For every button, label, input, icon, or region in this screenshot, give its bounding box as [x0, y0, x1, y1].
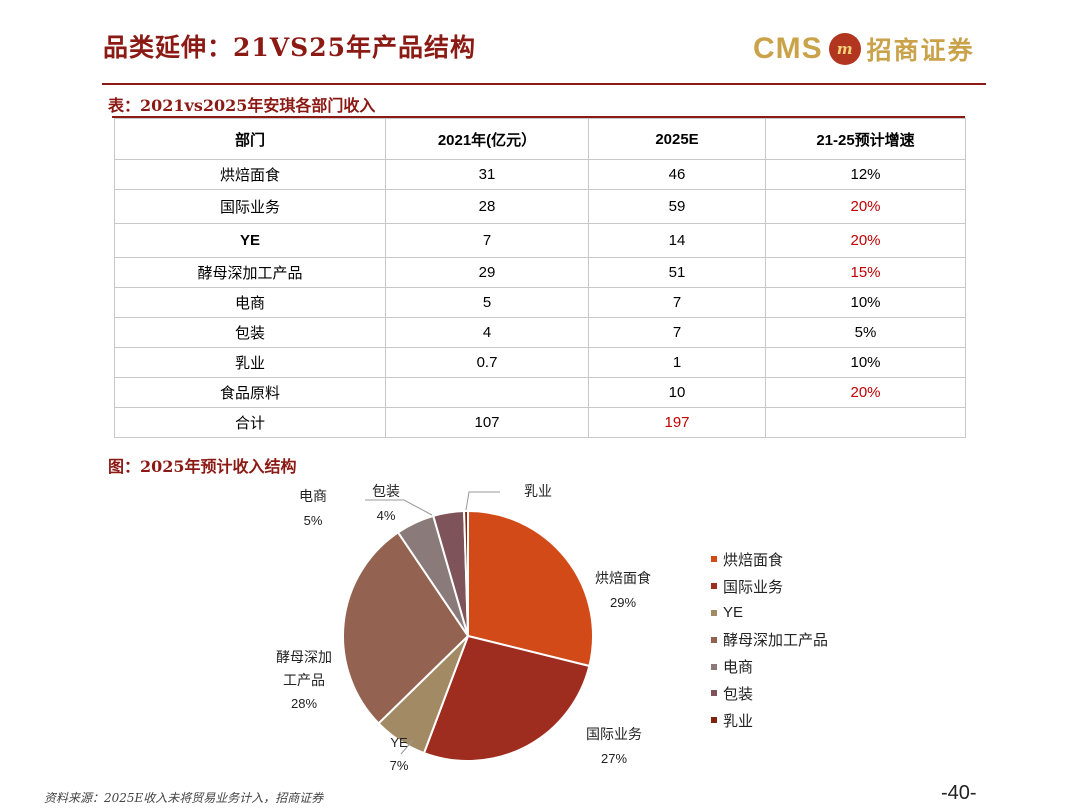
label-guoji-pct: 27% [601, 751, 627, 766]
cell-2021 [385, 377, 589, 408]
legend-swatch [711, 717, 717, 724]
legend-item: 酵母深加工产品 [711, 626, 828, 653]
label-ruye-name: 乳业 [524, 484, 552, 500]
cell-2021: 5 [385, 287, 589, 318]
pie-slice-1 [422, 634, 591, 762]
pie-slice-0 [467, 509, 594, 668]
cms-logo: CMS m 招商证券 [753, 30, 975, 68]
revenue-table: 部门 2021年(亿元） 2025E 21-25预计增速 烘焙面食 31 46 12%… [114, 118, 966, 438]
legend-item: YE [711, 600, 828, 627]
table-caption-rule [112, 116, 965, 118]
label-baozhuang-pct: 4% [377, 508, 396, 523]
cell-growth: 10% [765, 347, 966, 378]
cell-dept: 酵母深加工产品 [114, 257, 386, 288]
cell-2021: 107 [385, 407, 589, 438]
legend-label: 乳业 [723, 711, 754, 730]
label-hongbei-pct: 29% [610, 595, 636, 610]
legend-item: 烘焙面食 [711, 546, 828, 573]
legend-label: 电商 [723, 658, 754, 677]
figure-caption: 图：2025年预计收入结构 [108, 457, 297, 476]
label-dianshang-name: 电商 [299, 489, 327, 505]
page-title: 品类延伸：21VS25年产品结构 [103, 33, 477, 62]
cell-2025: 197 [588, 407, 766, 438]
label-jiaomu-line2: 工产品 [283, 673, 325, 689]
logo-cms-text: CMS [753, 32, 823, 65]
label-ye-pct: 7% [390, 758, 409, 773]
cell-growth: 10% [765, 287, 966, 318]
legend-swatch [711, 690, 717, 697]
legend-label: YE [723, 604, 744, 622]
cell-2021: 4 [385, 317, 589, 348]
cell-growth [765, 407, 966, 438]
legend-item: 国际业务 [711, 573, 828, 600]
cell-dept: 电商 [114, 287, 386, 318]
cell-2025: 7 [588, 317, 766, 348]
leader-line-baozhuang [365, 499, 433, 516]
title-rule [102, 83, 986, 85]
label-hongbei-name: 烘焙面食 [595, 570, 651, 587]
cell-dept: 食品原料 [114, 377, 386, 408]
leader-line-ruye [465, 491, 500, 511]
cell-growth: 20% [765, 223, 966, 258]
label-ye-name: YE [390, 735, 408, 750]
legend-swatch [711, 556, 717, 563]
legend-label: 包装 [723, 684, 754, 703]
legend-item: 电商 [711, 653, 828, 680]
legend-label: 酵母深加工产品 [723, 631, 829, 650]
cell-dept: 合计 [114, 407, 386, 438]
legend-swatch [711, 663, 717, 670]
label-baozhuang-name: 包装 [372, 484, 400, 500]
table-row: 电商 5 7 10% [114, 287, 966, 318]
page-number: -40- [941, 782, 977, 804]
table-row: 包装 4 7 5% [114, 317, 966, 348]
table-row: 乳业 0.7 1 10% [114, 347, 966, 378]
source-note: 资料来源：2025E收入未将贸易业务计入，招商证券 [44, 791, 324, 805]
cell-2025: 10 [588, 377, 766, 408]
label-jiaomu-line1: 酵母深加 [276, 650, 332, 666]
cell-growth: 20% [765, 377, 966, 408]
cell-growth: 15% [765, 257, 966, 288]
legend-label: 烘焙面食 [723, 550, 784, 569]
table-caption: 表：2021vs2025年安琪各部门收入 [108, 96, 376, 115]
cell-2021: 29 [385, 257, 589, 288]
table-row: 食品原料 10 20% [114, 377, 966, 408]
legend-swatch [711, 609, 717, 616]
cell-dept: 包装 [114, 317, 386, 348]
label-jiaomu-pct: 28% [291, 696, 317, 711]
legend-item: 乳业 [711, 707, 828, 734]
pie-legend: 烘焙面食国际业务 YE 酵母深加工产品 电商包装乳业 [711, 546, 828, 734]
legend-item: 包装 [711, 680, 828, 707]
table-row: 合计 107 197 [114, 407, 966, 438]
label-guoji-name: 国际业务 [586, 727, 642, 743]
legend-label: 国际业务 [723, 577, 784, 596]
cell-growth: 12% [765, 159, 966, 190]
logo-cn-text: 招商证券 [866, 36, 975, 65]
header-growth: 21-25预计增速 [765, 118, 966, 160]
logo-mark-letter: m [836, 40, 853, 58]
pie-slice-6 [463, 509, 469, 637]
header-dept: 部门 [114, 118, 386, 160]
cell-2021: 28 [385, 189, 589, 224]
logo-mark-icon: m [828, 33, 861, 65]
pie-slice-3 [342, 531, 470, 725]
leader-line-ye [400, 739, 414, 755]
cell-2025: 14 [588, 223, 766, 258]
label-dianshang-pct: 5% [304, 513, 323, 528]
table-row: 国际业务 28 59 20% [114, 189, 966, 224]
legend-swatch [711, 636, 717, 643]
legend-swatch [711, 583, 717, 590]
cell-2025: 46 [588, 159, 766, 190]
